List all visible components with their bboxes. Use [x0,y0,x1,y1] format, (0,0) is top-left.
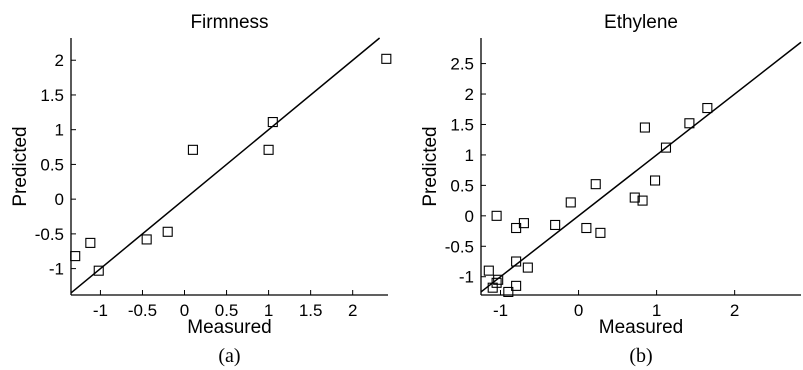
y-tick-label: -1 [49,260,64,279]
data-point [595,227,606,238]
data-point [702,102,713,114]
y-tick-label: 2.5 [450,55,474,74]
y-tick-label: 0.5 [40,155,64,174]
data-point [518,218,529,229]
y-tick-label: 1.5 [450,115,474,134]
x-axis-label: Measured [187,317,272,338]
data-point [141,234,152,245]
data-point [511,280,522,291]
panel-label: (a) [218,345,240,367]
firmness-chart: Firmness Measured Predicted (a) -1 -0.5 0 0… [10,12,392,367]
data-point [491,210,502,221]
data-point [483,265,494,276]
data-point [503,286,514,298]
data-point [493,274,504,285]
data-point [522,262,533,273]
data-point [267,116,278,128]
x-tick-label: 0.5 [215,301,239,320]
chart-title: Ethylene [604,12,678,33]
y-tick-label: -0.5 [35,225,64,244]
data-point [263,144,274,155]
data-point [581,222,592,234]
panel-label: (b) [629,345,652,367]
y-tick-label: -0.5 [445,237,474,256]
data-point [637,195,648,206]
data-point [639,122,650,133]
y-tick-label: 1.5 [40,86,64,105]
x-tick-label: 1 [652,301,661,320]
y-tick-label: -1 [459,268,474,287]
data-point [93,265,104,276]
x-tick-label: 1 [264,301,273,320]
data-point [162,226,173,237]
x-tick-label: -0.5 [128,301,157,320]
data-point [660,142,672,153]
x-tick-label: -1 [93,301,108,320]
data-point [511,256,522,267]
data-point [565,197,576,208]
x-tick-label: 2 [348,301,357,320]
y-tick-label: 2 [55,51,64,70]
y-tick-label: 0 [55,190,64,209]
x-tick-label: 2 [730,301,739,320]
ethylene-chart: Ethylene Measured Predicted (b) -1 0 1 2 -1 -… [420,12,802,367]
data-point [684,118,695,129]
data-point [381,53,392,64]
y-tick-label: 0 [465,207,474,226]
data-point [70,251,81,262]
x-tick-label: 1.5 [299,301,323,320]
data-point [550,219,561,231]
y-axis-label: Predicted [420,126,441,206]
data-point [649,175,661,186]
data-point [187,144,198,155]
y-tick-label: 1 [55,121,64,140]
chart-title: Firmness [190,12,268,33]
x-tick-label: -1 [493,301,508,320]
x-axis-label: Measured [599,317,684,338]
data-point [590,179,601,190]
x-tick-label: 0 [180,301,189,320]
y-axis-label: Predicted [10,126,31,206]
y-tick-label: 0.5 [450,176,474,195]
data-point [491,277,502,288]
reference-line [70,37,381,294]
reference-line [480,41,802,293]
data-point [629,192,640,203]
data-point [85,237,96,248]
y-tick-label: 2 [465,85,474,104]
y-tick-label: 1 [465,146,474,165]
x-tick-label: 0 [574,301,583,320]
